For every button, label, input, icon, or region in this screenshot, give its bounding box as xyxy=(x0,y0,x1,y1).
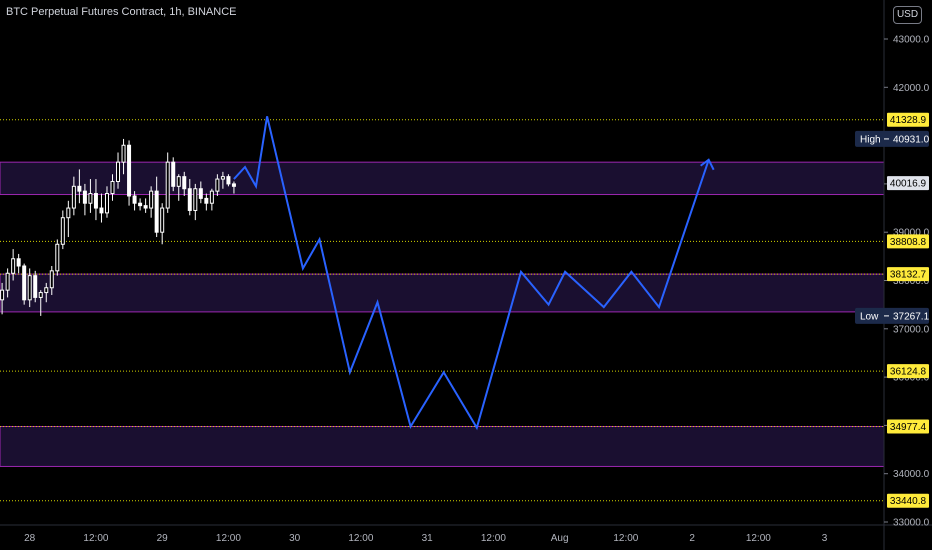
high-label-name: High xyxy=(860,134,881,145)
candle-body xyxy=(99,207,104,214)
level-label-3: 36124.8 xyxy=(890,367,927,378)
candle-body xyxy=(226,176,231,185)
level-label-5-bg xyxy=(887,493,929,508)
level-label-2-bg xyxy=(887,267,929,282)
candle-body xyxy=(220,176,225,180)
high-label-bg xyxy=(855,130,929,147)
candle-body xyxy=(5,272,10,291)
candle-body xyxy=(55,243,60,272)
candle-body xyxy=(187,188,192,211)
candle-body xyxy=(82,190,87,204)
candle-body xyxy=(71,185,76,209)
low-label-value: 37267.1 xyxy=(893,311,930,322)
level-label-4: 34977.4 xyxy=(890,422,927,433)
y-tick-label: 42000.0 xyxy=(893,83,930,94)
y-tick-label: 43000.0 xyxy=(893,35,930,46)
level-label-4-bg xyxy=(887,419,929,434)
candle-body xyxy=(193,188,198,211)
candle-body xyxy=(171,161,176,187)
candle-body xyxy=(204,197,209,204)
candle-body xyxy=(11,258,16,274)
candle-body xyxy=(176,176,181,187)
candle-body xyxy=(138,202,143,207)
current-price-label-bg xyxy=(887,176,929,191)
forecast-path xyxy=(233,116,710,431)
candle-body xyxy=(77,185,82,192)
x-tick-label: 29 xyxy=(157,533,169,544)
candle-body xyxy=(88,193,93,204)
level-label-1: 38808.8 xyxy=(890,237,927,248)
y-tick-label: 34000.0 xyxy=(893,469,930,480)
candle-body xyxy=(93,193,98,209)
level-label-5: 33440.8 xyxy=(890,496,927,507)
candle-body xyxy=(209,190,214,204)
y-tick-label: 38000.0 xyxy=(893,276,930,287)
candle-body xyxy=(27,275,32,301)
x-tick-label: 12:00 xyxy=(216,533,241,544)
x-tick-label: 12:00 xyxy=(746,533,771,544)
level-label-1-bg xyxy=(887,234,929,249)
candle-body xyxy=(165,161,170,209)
chart-title: BTC Perpetual Futures Contract, 1h, BINA… xyxy=(6,6,237,18)
x-tick-label: 28 xyxy=(24,533,36,544)
candle-body xyxy=(33,275,38,298)
x-tick-label: Aug xyxy=(551,533,569,544)
zone-1 xyxy=(0,273,885,313)
low-label-name: Low xyxy=(860,311,879,322)
candle-body xyxy=(231,183,236,187)
candle-body xyxy=(215,178,220,192)
candle-body xyxy=(132,195,137,204)
candle-body xyxy=(110,180,115,195)
zone-2 xyxy=(0,425,885,467)
forecast-arrowhead xyxy=(700,158,715,171)
y-tick-label: 36000.0 xyxy=(893,373,930,384)
y-tick-label: 39000.0 xyxy=(893,228,930,239)
candle-body xyxy=(182,176,187,190)
candle-body xyxy=(49,270,54,289)
candle-body xyxy=(60,217,65,245)
high-label-value: 40931.0 xyxy=(893,134,930,145)
x-tick-label: 12:00 xyxy=(481,533,506,544)
x-tick-label: 12:00 xyxy=(613,533,638,544)
candle-body xyxy=(16,258,21,267)
candle-body xyxy=(127,144,132,197)
x-tick-label: 12:00 xyxy=(83,533,108,544)
x-tick-label: 2 xyxy=(689,533,695,544)
zone-0 xyxy=(0,161,885,196)
current-price-label: 40016.9 xyxy=(890,179,927,190)
candle-body xyxy=(0,289,5,301)
x-tick-label: 31 xyxy=(422,533,434,544)
candle-body xyxy=(154,190,159,233)
candle-body xyxy=(160,207,165,233)
x-tick-label: 3 xyxy=(822,533,828,544)
x-tick-label: 12:00 xyxy=(348,533,373,544)
candle-body xyxy=(44,287,49,294)
candle-body xyxy=(38,292,43,298)
currency-button[interactable]: USD xyxy=(893,6,922,24)
candle-body xyxy=(121,144,126,163)
candle-body xyxy=(22,265,27,301)
low-label-bg xyxy=(855,307,929,324)
candle-body xyxy=(198,188,203,199)
level-label-0: 41328.9 xyxy=(890,115,927,126)
y-tick-label: 37000.0 xyxy=(893,324,930,335)
candle-body xyxy=(104,193,109,214)
level-label-0-bg xyxy=(887,112,929,127)
level-label-2: 38132.7 xyxy=(890,270,927,281)
y-tick-label: 33000.0 xyxy=(893,518,930,529)
candle-body xyxy=(149,190,154,209)
candle-body xyxy=(66,207,71,219)
level-label-3-bg xyxy=(887,364,929,379)
candle-body xyxy=(116,161,121,182)
candle-body xyxy=(143,205,148,209)
x-tick-label: 30 xyxy=(289,533,301,544)
